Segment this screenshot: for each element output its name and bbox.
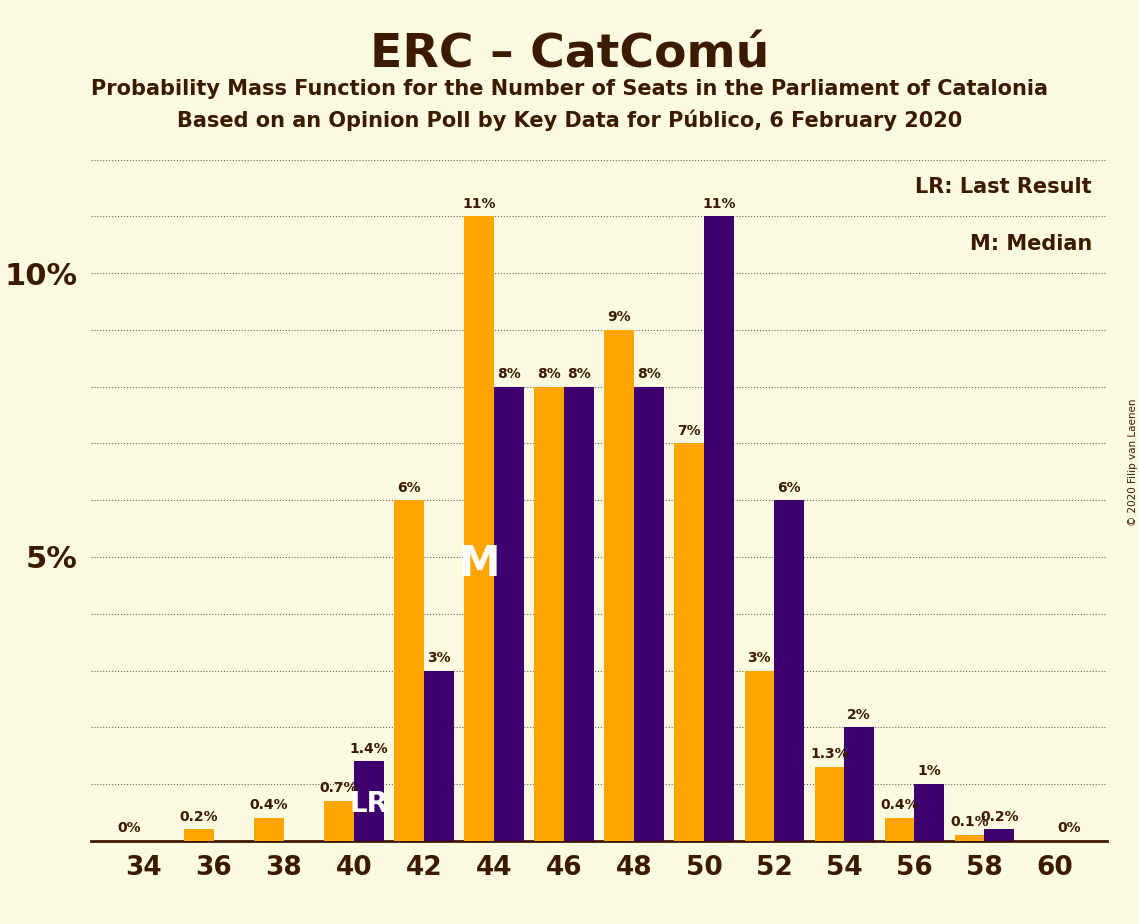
Bar [325, 801, 354, 841]
Text: Probability Mass Function for the Number of Seats in the Parliament of Catalonia: Probability Mass Function for the Number… [91, 79, 1048, 99]
Bar [564, 386, 593, 841]
Text: M: Median: M: Median [969, 234, 1092, 254]
Text: 3%: 3% [747, 650, 771, 665]
Text: 8%: 8% [637, 367, 661, 381]
Bar [704, 216, 734, 841]
Text: M: M [458, 543, 500, 586]
Text: 0.7%: 0.7% [320, 782, 359, 796]
Text: LR: Last Result: LR: Last Result [916, 177, 1092, 198]
Text: 6%: 6% [777, 480, 801, 494]
Bar [494, 386, 524, 841]
Bar [465, 216, 494, 841]
Text: LR: LR [350, 790, 388, 818]
Text: 0.1%: 0.1% [950, 816, 989, 830]
Text: 0.4%: 0.4% [880, 798, 919, 812]
Bar [844, 727, 874, 841]
Bar [674, 444, 704, 841]
Text: 1.4%: 1.4% [350, 742, 388, 756]
Text: 11%: 11% [462, 197, 495, 211]
Text: 8%: 8% [538, 367, 562, 381]
Bar [534, 386, 564, 841]
Bar [424, 671, 453, 841]
Bar [394, 500, 424, 841]
Text: 8%: 8% [567, 367, 591, 381]
Text: 1.3%: 1.3% [810, 748, 849, 761]
Text: 0%: 0% [117, 821, 140, 835]
Bar [185, 830, 214, 841]
Bar [984, 830, 1014, 841]
Bar [605, 330, 634, 841]
Text: ERC – CatComú: ERC – CatComú [370, 32, 769, 78]
Text: 11%: 11% [703, 197, 736, 211]
Bar [915, 784, 944, 841]
Text: 0%: 0% [1058, 821, 1081, 835]
Text: 0.4%: 0.4% [249, 798, 288, 812]
Bar [634, 386, 664, 841]
Text: 1%: 1% [917, 764, 941, 778]
Text: 7%: 7% [678, 424, 702, 438]
Text: Based on an Opinion Poll by Key Data for Público, 6 February 2020: Based on an Opinion Poll by Key Data for… [177, 109, 962, 130]
Text: 6%: 6% [398, 480, 421, 494]
Bar [775, 500, 804, 841]
Bar [254, 818, 284, 841]
Bar [745, 671, 775, 841]
Bar [885, 818, 915, 841]
Text: 0.2%: 0.2% [980, 809, 1018, 824]
Text: 8%: 8% [497, 367, 521, 381]
Text: 0.2%: 0.2% [180, 809, 219, 824]
Text: 2%: 2% [847, 708, 871, 722]
Text: 3%: 3% [427, 650, 451, 665]
Bar [954, 835, 984, 841]
Text: 9%: 9% [607, 310, 631, 324]
Bar [814, 767, 844, 841]
Bar [354, 761, 384, 841]
Text: © 2020 Filip van Laenen: © 2020 Filip van Laenen [1128, 398, 1138, 526]
